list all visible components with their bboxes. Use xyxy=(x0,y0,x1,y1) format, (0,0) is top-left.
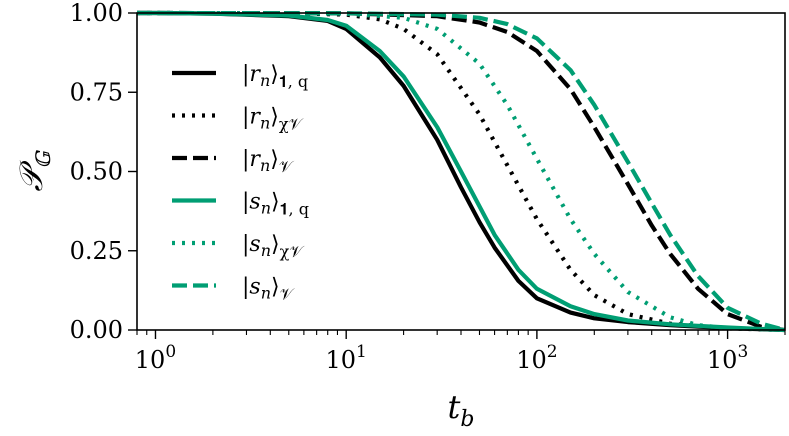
x-axis-label: tb xyxy=(448,388,475,432)
legend-label-4: |sn⟩χ𝒱 xyxy=(242,232,305,261)
series-line-3 xyxy=(137,10,786,333)
legend-subscript: χ𝒱 xyxy=(280,242,306,261)
legend-ket-index: n xyxy=(261,241,271,260)
legend: |rn⟩𝟏, q|rn⟩χ𝒱|rn⟩𝒱|sn⟩𝟏, q|sn⟩χ𝒱|sn⟩𝒱 xyxy=(172,62,309,304)
x-tick-label-exp: 3 xyxy=(737,342,748,362)
y-tick-label-4: 1.00 xyxy=(70,0,123,27)
x-tick-label-1: 101 xyxy=(325,342,366,374)
legend-angle: ⟩ xyxy=(271,190,280,215)
legend-angle: ⟩ xyxy=(270,62,279,87)
legend-ket: r xyxy=(249,105,261,130)
x-tick-label-base: 10 xyxy=(135,346,166,374)
legend-label-0: |rn⟩𝟏, q xyxy=(242,62,308,91)
series-group xyxy=(137,10,786,333)
legend-subscript: 𝒱 xyxy=(279,157,295,176)
y-axis-label: 𝒫𝔾 xyxy=(12,150,55,192)
legend-label-2: |rn⟩𝒱 xyxy=(242,147,295,176)
legend-bar: | xyxy=(242,62,249,87)
legend-ket: r xyxy=(249,147,261,172)
series-line-5 xyxy=(137,10,786,333)
legend-angle: ⟩ xyxy=(270,147,279,172)
legend-angle: ⟩ xyxy=(270,105,279,130)
x-tick-label-0: 100 xyxy=(135,342,176,374)
legend-ket-index: n xyxy=(261,199,271,218)
y-tick-label-3: 0.75 xyxy=(70,78,123,106)
legend-bar: | xyxy=(242,275,249,300)
x-tick-label-exp: 0 xyxy=(165,342,176,362)
legend-ket: s xyxy=(249,275,260,300)
y-tick-label-0: 0.00 xyxy=(70,316,123,344)
legend-bar: | xyxy=(242,105,249,130)
legend-ket: r xyxy=(249,62,261,87)
legend-bar: | xyxy=(242,232,249,257)
legend-ket-index: n xyxy=(260,114,270,133)
legend-label-5: |sn⟩𝒱 xyxy=(242,275,296,304)
x-tick-label-base: 10 xyxy=(707,346,738,374)
x-tick-label-3: 103 xyxy=(707,342,748,374)
x-tick-label-2: 102 xyxy=(516,342,557,374)
legend-angle: ⟩ xyxy=(271,232,280,257)
x-tick-label-base: 10 xyxy=(516,346,547,374)
y-tick-label-2: 0.50 xyxy=(70,158,123,186)
legend-subscript: χ𝒱 xyxy=(279,115,305,134)
legend-bar: | xyxy=(242,147,249,172)
legend-subscript: 𝒱 xyxy=(280,285,296,304)
legend-ket-index: n xyxy=(260,156,270,175)
legend-label-1: |rn⟩χ𝒱 xyxy=(242,105,305,134)
x-tick-label-exp: 1 xyxy=(356,342,367,362)
legend-subscript: 𝟏, q xyxy=(280,200,309,219)
x-tick-label-exp: 2 xyxy=(547,342,558,362)
x-axis-label-sub: b xyxy=(460,407,474,432)
legend-ket-index: n xyxy=(261,284,271,303)
y-tick-label-1: 0.25 xyxy=(70,237,123,265)
y-axis-label-sub: 𝔾 xyxy=(31,150,55,169)
legend-ket: s xyxy=(249,232,260,257)
x-axis-label-main: t xyxy=(448,388,461,426)
x-tick-label-base: 10 xyxy=(325,346,356,374)
legend-angle: ⟩ xyxy=(271,275,280,300)
legend-ket: s xyxy=(249,190,260,215)
legend-ket-index: n xyxy=(260,71,270,90)
legend-subscript: 𝟏, q xyxy=(279,72,308,91)
legend-label-3: |sn⟩𝟏, q xyxy=(242,190,309,219)
legend-bar: | xyxy=(242,190,249,215)
